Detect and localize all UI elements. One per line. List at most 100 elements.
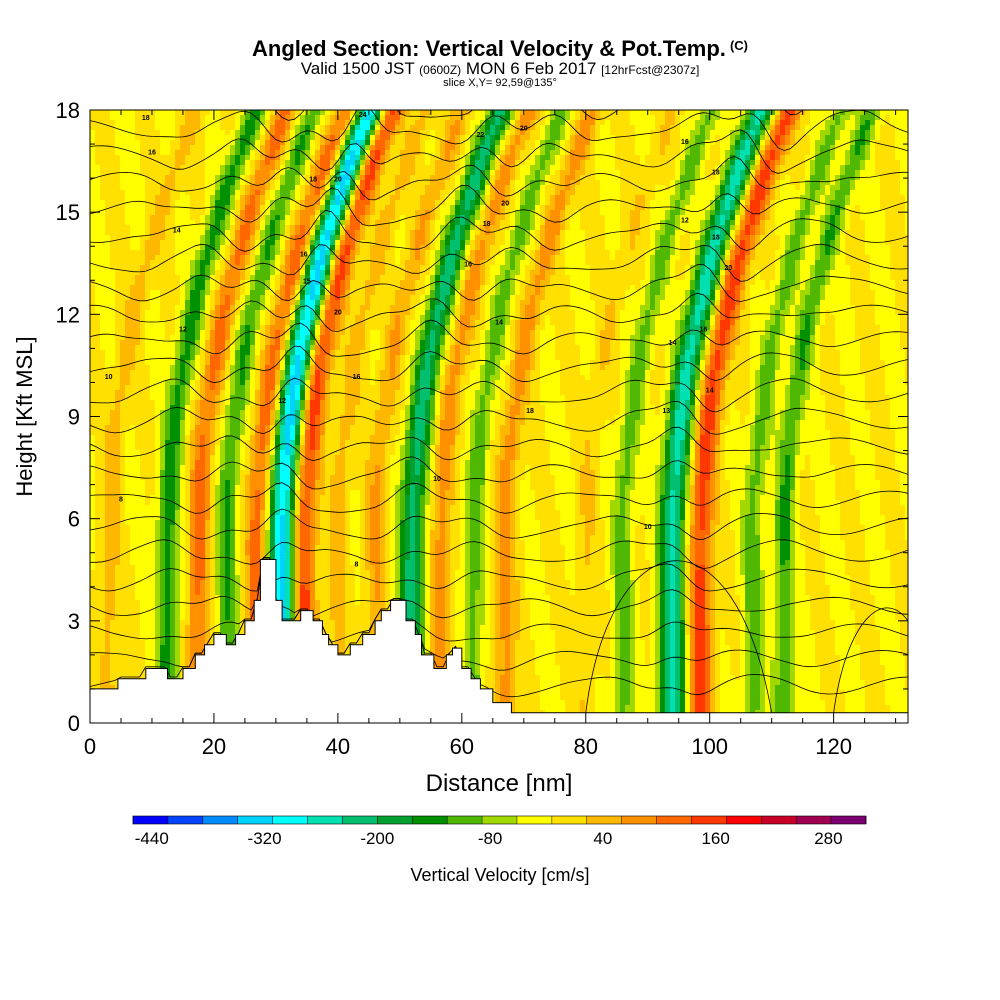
velocity-cell: [490, 230, 496, 236]
velocity-cell: [675, 255, 681, 261]
velocity-cell: [735, 175, 741, 181]
velocity-cell: [225, 195, 231, 201]
velocity-cell: [525, 205, 531, 211]
velocity-cell: [535, 190, 541, 196]
velocity-cell: [115, 140, 121, 146]
velocity-cell: [790, 120, 796, 126]
velocity-cell: [235, 115, 241, 121]
velocity-cell: [325, 205, 331, 211]
velocity-cell: [440, 200, 446, 206]
velocity-cell: [275, 160, 281, 166]
velocity-cell: [620, 110, 626, 116]
velocity-cell: [270, 110, 276, 116]
velocity-cell: [605, 220, 611, 226]
velocity-cell: [700, 135, 706, 141]
velocity-cell: [650, 220, 656, 226]
velocity-cell: [465, 245, 471, 251]
velocity-cell: [705, 140, 711, 146]
velocity-cell: [155, 255, 161, 261]
velocity-cell: [845, 205, 851, 211]
velocity-cell: [415, 175, 421, 181]
velocity-cell: [840, 115, 846, 121]
velocity-cell: [615, 255, 621, 261]
velocity-cell: [280, 250, 286, 256]
velocity-cell: [595, 125, 601, 131]
velocity-cell: [185, 185, 191, 191]
velocity-cell: [355, 195, 361, 201]
velocity-cell: [425, 260, 431, 266]
velocity-cell: [260, 215, 266, 221]
velocity-cell: [485, 120, 491, 126]
velocity-cell: [255, 140, 261, 146]
velocity-cell: [805, 195, 811, 201]
velocity-cell: [300, 180, 306, 186]
velocity-cell: [240, 140, 246, 146]
velocity-cell: [455, 255, 461, 261]
velocity-cell: [225, 130, 231, 136]
velocity-cell: [120, 145, 126, 151]
velocity-cell: [430, 225, 436, 231]
velocity-cell: [660, 155, 666, 161]
velocity-cell: [515, 180, 521, 186]
velocity-cell: [190, 120, 196, 126]
velocity-cell: [725, 185, 731, 191]
velocity-cell: [610, 125, 616, 131]
velocity-cell: [165, 155, 171, 161]
velocity-cell: [620, 200, 626, 206]
velocity-cell: [690, 170, 696, 176]
velocity-cell: [455, 110, 461, 116]
velocity-cell: [675, 240, 681, 246]
velocity-cell: [420, 165, 426, 171]
velocity-cell: [810, 200, 816, 206]
velocity-cell: [755, 175, 761, 181]
velocity-cell: [730, 225, 736, 231]
velocity-cell: [370, 120, 376, 126]
velocity-cell: [690, 250, 696, 256]
velocity-cell: [310, 235, 316, 241]
velocity-cell: [135, 185, 141, 191]
velocity-cell: [330, 225, 336, 231]
velocity-cell: [285, 240, 291, 246]
velocity-cell: [225, 245, 231, 251]
velocity-cell: [185, 145, 191, 151]
velocity-cell: [750, 115, 756, 121]
velocity-cell: [325, 145, 331, 151]
velocity-cell: [110, 220, 116, 226]
velocity-cell: [475, 120, 481, 126]
velocity-cell: [850, 195, 856, 201]
velocity-cell: [815, 245, 821, 251]
velocity-cell: [890, 215, 896, 221]
velocity-cell: [135, 215, 141, 221]
velocity-cell: [360, 235, 366, 241]
velocity-cell: [810, 195, 816, 201]
velocity-cell: [755, 190, 761, 196]
velocity-cell: [715, 130, 721, 136]
velocity-cell: [660, 235, 666, 241]
velocity-cell: [640, 130, 646, 136]
velocity-cell: [465, 230, 471, 236]
velocity-cell: [150, 145, 156, 151]
velocity-cell: [880, 250, 886, 256]
velocity-cell: [90, 115, 96, 121]
velocity-cell: [430, 205, 436, 211]
velocity-cell: [275, 240, 281, 246]
velocity-cell: [525, 245, 531, 251]
velocity-cell: [865, 250, 871, 256]
velocity-cell: [775, 180, 781, 186]
velocity-cell: [205, 180, 211, 186]
velocity-cell: [340, 225, 346, 231]
velocity-cell: [435, 225, 441, 231]
velocity-cell: [325, 260, 331, 266]
velocity-cell: [310, 160, 316, 166]
velocity-cell: [490, 245, 496, 251]
velocity-cell: [205, 145, 211, 151]
velocity-cell: [675, 160, 681, 166]
velocity-cell: [200, 125, 206, 131]
velocity-cell: [725, 175, 731, 181]
velocity-cell: [790, 160, 796, 166]
velocity-cell: [705, 110, 711, 116]
velocity-cell: [280, 260, 286, 266]
velocity-cell: [785, 155, 791, 161]
velocity-cell: [610, 150, 616, 156]
velocity-cell: [215, 155, 221, 161]
